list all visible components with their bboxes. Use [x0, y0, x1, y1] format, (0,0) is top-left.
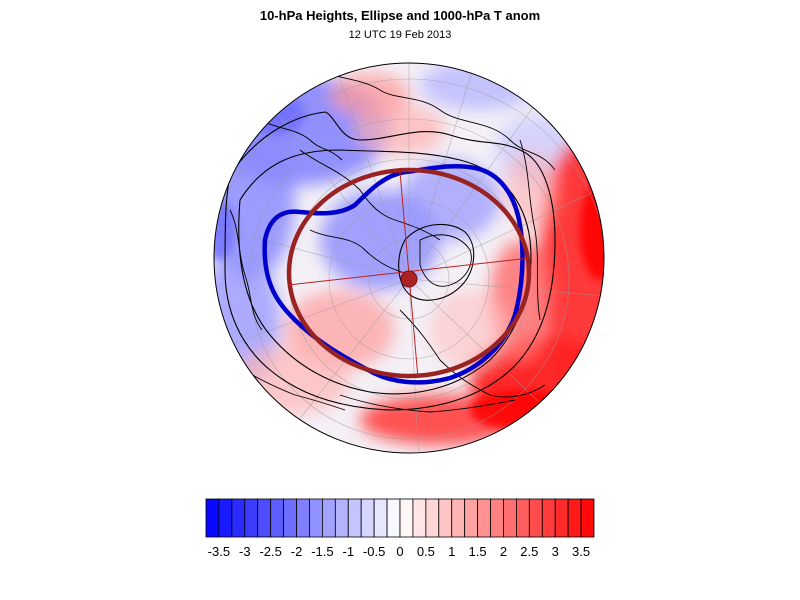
colorbar-box: [399, 498, 414, 538]
colorbar-box: [347, 498, 362, 538]
colorbar-box: [477, 498, 491, 538]
colorbar-boxes: [205, 498, 595, 538]
colorbar-box: [283, 498, 297, 538]
colorbar-box: [218, 498, 233, 538]
colorbar-box: [360, 498, 375, 538]
colorbar-tick-labels: -3.5 -3 -2.5 -2 -1.5 -1 -0.5 0 0.5 1 1.5 2 2.5 3 3.5: [208, 544, 590, 559]
colorbar-tick-label: 3.5: [572, 544, 590, 559]
colorbar-box: [270, 498, 285, 538]
ellipse-center-marker: [400, 270, 418, 288]
colorbar-box: [231, 498, 246, 538]
colorbar-tick-label: 0.5: [417, 544, 435, 559]
colorbar-box: [451, 498, 466, 538]
colorbar-tick-label: 1.5: [469, 544, 487, 559]
colorbar-box: [309, 498, 323, 538]
height-contour-10hpa: [262, 164, 525, 385]
colorbar-box: [438, 498, 453, 538]
colorbar-box: [244, 498, 259, 538]
colorbar-box: [528, 498, 543, 538]
colorbar-tick-label: -1: [342, 544, 354, 559]
colorbar-tick-label: 0: [396, 544, 403, 559]
colorbar-box: [516, 498, 530, 538]
colorbar-tick-label: 2: [500, 544, 507, 559]
colorbar-box: [425, 498, 440, 538]
map-subtitle: 12 UTC 19 Feb 2013: [348, 29, 452, 41]
colorbar-box: [334, 498, 349, 538]
colorbar-tick-label: 3: [552, 544, 559, 559]
colorbar-tick-label: -3.5: [208, 544, 230, 559]
colorbar-box: [567, 498, 582, 538]
colorbar-box: [464, 498, 479, 538]
colorbar-tick-label: -2.5: [259, 544, 281, 559]
coastlines: [229, 69, 556, 413]
colorbar-box: [205, 498, 220, 538]
colorbar-box: [296, 498, 310, 538]
colorbar-box: [541, 498, 556, 538]
colorbar-box: [554, 498, 569, 538]
colorbar-tick-label: -3: [239, 544, 251, 559]
colorbar-box: [321, 498, 336, 538]
colorbar-tick-label: -2: [291, 544, 303, 559]
colorbar-box: [373, 498, 388, 538]
vortex-ellipse: [286, 167, 532, 379]
colorbar-box: [412, 498, 427, 538]
globe-outline: [213, 62, 605, 454]
colorbar-tick-label: 1: [448, 544, 455, 559]
colorbar-box: [490, 498, 504, 538]
map-title: 10-hPa Heights, Ellipse and 1000-hPa T a…: [259, 8, 541, 23]
colorbar-box: [580, 498, 595, 538]
colorbar-tick-label: 2.5: [520, 544, 538, 559]
colorbar-tick-label: -1.5: [311, 544, 333, 559]
colorbar-box: [386, 498, 401, 538]
colorbar-box: [503, 498, 517, 538]
colorbar-box: [257, 498, 272, 538]
colorbar-tick-label: -0.5: [363, 544, 385, 559]
